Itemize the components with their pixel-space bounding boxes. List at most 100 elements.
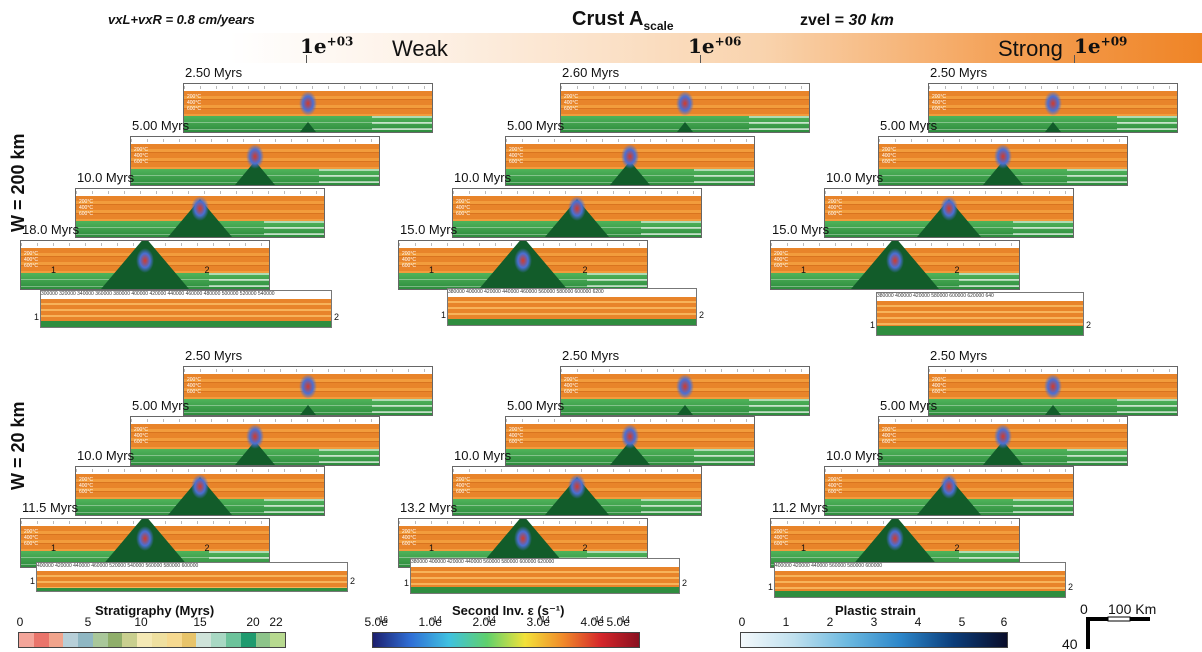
isotherm-label: 200°C bbox=[882, 147, 896, 153]
isotherm-label: 600°C bbox=[828, 489, 842, 495]
isotherm-label: 400°C bbox=[774, 257, 788, 263]
isotherm-label: 200°C bbox=[187, 377, 201, 383]
zoom-marker-label: 1 bbox=[768, 582, 774, 592]
snapshot-time-label: 5.00 Myrs bbox=[880, 398, 938, 413]
scale-tick bbox=[700, 55, 701, 63]
model-snapshot: 200°C 400°C 600°C bbox=[560, 366, 810, 416]
zoom-marker-label: 1 bbox=[404, 578, 410, 588]
snapshot-time-label: 10.0 Myrs bbox=[454, 448, 512, 463]
isotherm-label: 400°C bbox=[402, 257, 416, 263]
model-snapshot: 200°C 400°C 600°C bbox=[452, 188, 702, 238]
isotherm-label: 400°C bbox=[134, 153, 148, 159]
model-snapshot: 200°C 400°C 600°C bbox=[130, 136, 380, 186]
zoom-marker-label: 2 bbox=[334, 312, 340, 322]
isotherm-label: 400°C bbox=[456, 205, 470, 211]
model-snapshot: 200°C 400°C 600°C bbox=[75, 188, 325, 238]
isotherm-label: 200°C bbox=[828, 199, 842, 205]
zoom-marker-label: 1 bbox=[429, 543, 435, 553]
snapshot-time-label: 10.0 Myrs bbox=[77, 170, 135, 185]
snapshot-time-label: 2.50 Myrs bbox=[185, 65, 243, 80]
isotherm-label: 200°C bbox=[456, 477, 470, 483]
colorbar-swatch bbox=[92, 633, 108, 647]
zoom-inset: 380000 400000 420000 580000 600000 62000… bbox=[876, 292, 1084, 336]
isotherm-label: 400°C bbox=[828, 205, 842, 211]
isotherm-label: 400°C bbox=[187, 100, 201, 106]
isotherm-label: 400°C bbox=[774, 535, 788, 541]
figure-title: Crust Ascale bbox=[572, 8, 674, 33]
isotherm-label: 400°C bbox=[932, 100, 946, 106]
isotherm-label: 600°C bbox=[24, 541, 38, 547]
isotherm-label: 600°C bbox=[187, 389, 201, 395]
isotherm-label: 200°C bbox=[509, 147, 523, 153]
isotherm-label: 400°C bbox=[24, 257, 38, 263]
isotherm-label: 600°C bbox=[402, 263, 416, 269]
colorbar-swatch bbox=[48, 633, 64, 647]
scalebar-zero: 0 bbox=[1080, 601, 1088, 617]
colorbar-swatch bbox=[78, 633, 93, 647]
isotherm-label: 200°C bbox=[932, 377, 946, 383]
plastic-strain-legend-title: Plastic strain bbox=[835, 603, 916, 618]
zvel-label: zvel = 30 km bbox=[800, 12, 894, 29]
model-snapshot: 200°C 400°C 600°C 1 2 bbox=[770, 240, 1020, 290]
isotherm-label: 400°C bbox=[402, 535, 416, 541]
zoom-marker-label: 2 bbox=[1068, 582, 1074, 592]
snapshot-time-label: 2.50 Myrs bbox=[562, 348, 620, 363]
isotherm-label: 200°C bbox=[774, 529, 788, 535]
snapshot-time-label: 5.00 Myrs bbox=[880, 118, 938, 133]
zoom-marker-label: 2 bbox=[204, 265, 210, 275]
zoom-marker-label: 1 bbox=[51, 265, 57, 275]
isotherm-label: 400°C bbox=[882, 153, 896, 159]
zoom-marker-label: 2 bbox=[1086, 320, 1092, 330]
colorbar-swatch bbox=[122, 633, 138, 647]
isotherm-label: 600°C bbox=[402, 541, 416, 547]
stratigraphy-legend-title: Stratigraphy (Myrs) bbox=[95, 603, 215, 618]
snapshot-time-label: 10.0 Myrs bbox=[826, 170, 884, 185]
isotherm-label: 400°C bbox=[828, 483, 842, 489]
isotherm-label: 600°C bbox=[456, 211, 470, 217]
colorbar-swatch bbox=[270, 633, 286, 647]
zoom-inset: 380000 400000 420000 440000 460000 56000… bbox=[447, 288, 697, 326]
isotherm-label: 200°C bbox=[24, 529, 38, 535]
colorbar-swatch bbox=[225, 633, 241, 647]
isotherm-label: 600°C bbox=[932, 389, 946, 395]
scalebar-horizontal-label: 100 Km bbox=[1108, 601, 1157, 617]
isotherm-label: 200°C bbox=[402, 529, 416, 535]
isotherm-label: 400°C bbox=[509, 433, 523, 439]
colorbar-swatch bbox=[240, 633, 256, 647]
isotherm-label: 600°C bbox=[774, 541, 788, 547]
snapshot-time-label: 10.0 Myrs bbox=[826, 448, 884, 463]
snapshot-time-label: 11.2 Myrs bbox=[772, 500, 829, 515]
isotherm-label: 600°C bbox=[456, 489, 470, 495]
stratigraphy-colorbar bbox=[18, 632, 286, 648]
isotherm-label: 600°C bbox=[932, 106, 946, 112]
isotherm-label: 400°C bbox=[932, 383, 946, 389]
scale-tick-1e3: 1e+03 bbox=[300, 34, 354, 58]
isotherm-label: 200°C bbox=[79, 477, 93, 483]
isotherm-label: 200°C bbox=[774, 251, 788, 257]
colorbar-swatch bbox=[107, 633, 123, 647]
zoom-inset: 380000 400000 420000 440000 560000 58000… bbox=[410, 558, 680, 594]
snapshot-time-label: 2.50 Myrs bbox=[185, 348, 243, 363]
isotherm-label: 600°C bbox=[79, 211, 93, 217]
snapshot-time-label: 5.00 Myrs bbox=[507, 118, 565, 133]
snapshot-time-label: 2.50 Myrs bbox=[930, 348, 988, 363]
strength-scale-bar bbox=[230, 33, 1202, 63]
isotherm-label: 200°C bbox=[509, 427, 523, 433]
isotherm-label: 600°C bbox=[828, 211, 842, 217]
strain-rate-legend-title: Second Inv. ε (s⁻¹) bbox=[452, 603, 565, 618]
snapshot-time-label: 5.00 Myrs bbox=[132, 118, 190, 133]
model-snapshot: 200°C 400°C 600°C bbox=[452, 466, 702, 516]
isotherm-label: 200°C bbox=[828, 477, 842, 483]
isotherm-label: 200°C bbox=[187, 94, 201, 100]
zoom-marker-label: 2 bbox=[954, 265, 960, 275]
colorbar-swatch bbox=[19, 633, 34, 647]
model-snapshot: 200°C 400°C 600°C 1 2 bbox=[20, 240, 270, 290]
isotherm-label: 600°C bbox=[134, 439, 148, 445]
model-snapshot: 200°C 400°C 600°C bbox=[183, 366, 433, 416]
colorbar-swatch bbox=[255, 633, 271, 647]
weak-label: Weak bbox=[392, 36, 448, 61]
scale-tick-1e9: 1e+09 bbox=[1074, 34, 1128, 58]
isotherm-label: 400°C bbox=[134, 433, 148, 439]
zoom-marker-label: 1 bbox=[870, 320, 876, 330]
model-snapshot: 200°C 400°C 600°C bbox=[928, 83, 1178, 133]
